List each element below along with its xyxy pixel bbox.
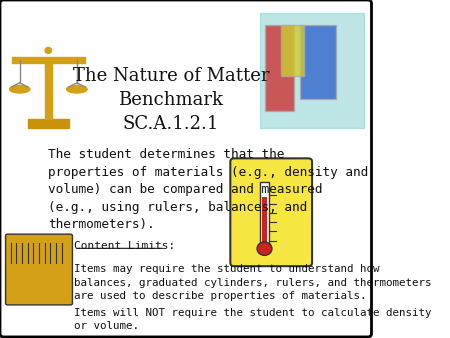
Bar [262, 197, 267, 248]
Bar [260, 182, 269, 248]
Text: The student determines that the
properties of materials (e.g., density and
volum: The student determines that the properti… [48, 148, 369, 231]
Circle shape [45, 47, 52, 53]
Text: The Nature of Matter
Benchmark
SC.A.1.2.1: The Nature of Matter Benchmark SC.A.1.2.… [72, 67, 269, 132]
Circle shape [257, 242, 272, 256]
Ellipse shape [67, 86, 87, 93]
Bar [12, 57, 85, 63]
Bar [28, 119, 69, 128]
Bar [45, 60, 52, 119]
Ellipse shape [9, 86, 30, 93]
Bar [281, 25, 304, 76]
Text: Content Limits:: Content Limits: [74, 241, 176, 251]
FancyBboxPatch shape [5, 234, 72, 305]
Bar [265, 25, 294, 111]
FancyBboxPatch shape [0, 0, 372, 337]
Bar [260, 14, 364, 128]
Text: Items will NOT require the student to calculate density
or volume.: Items will NOT require the student to ca… [74, 308, 432, 332]
Bar [300, 25, 336, 99]
FancyBboxPatch shape [230, 159, 312, 266]
Text: Items may require the student to understand how
balances, graduated cylinders, r: Items may require the student to underst… [74, 264, 432, 301]
